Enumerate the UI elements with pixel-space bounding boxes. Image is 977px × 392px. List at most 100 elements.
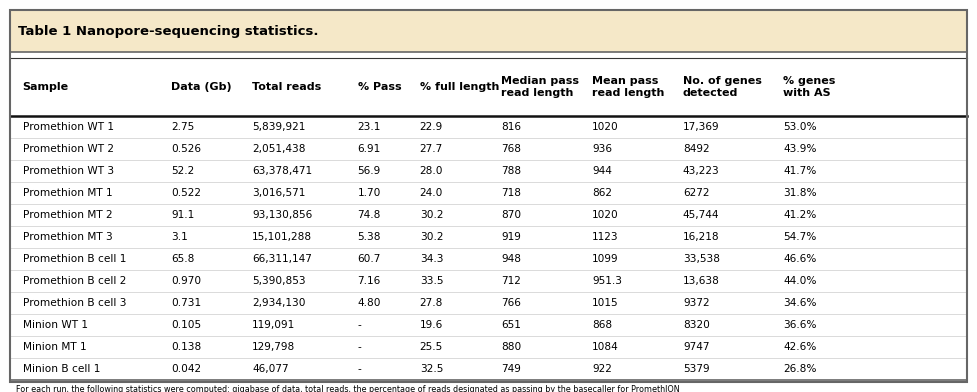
Text: 34.6%: 34.6% — [784, 298, 817, 308]
Text: 15,101,288: 15,101,288 — [252, 232, 313, 242]
Text: 6.91: 6.91 — [358, 144, 381, 154]
Text: 93,130,856: 93,130,856 — [252, 210, 313, 220]
Text: 13,638: 13,638 — [683, 276, 720, 286]
Text: 0.970: 0.970 — [171, 276, 201, 286]
Text: -: - — [358, 342, 361, 352]
Text: Promethion WT 1: Promethion WT 1 — [22, 122, 113, 132]
Text: 6272: 6272 — [683, 188, 709, 198]
Text: 26.8%: 26.8% — [784, 364, 817, 374]
Text: 1020: 1020 — [592, 210, 618, 220]
Text: 74.8: 74.8 — [358, 210, 381, 220]
Text: 33,538: 33,538 — [683, 254, 720, 264]
Text: 22.9: 22.9 — [420, 122, 443, 132]
Text: 0.138: 0.138 — [171, 342, 201, 352]
Text: Promethion B cell 1: Promethion B cell 1 — [22, 254, 126, 264]
Text: 3.1: 3.1 — [171, 232, 188, 242]
Text: 129,798: 129,798 — [252, 342, 295, 352]
Text: 5.38: 5.38 — [358, 232, 381, 242]
Bar — [10, 10, 967, 52]
Text: % Pass: % Pass — [358, 82, 402, 92]
Text: 45,744: 45,744 — [683, 210, 719, 220]
Text: -: - — [358, 364, 361, 374]
Text: 870: 870 — [501, 210, 521, 220]
Text: 43.9%: 43.9% — [784, 144, 817, 154]
Text: 718: 718 — [501, 188, 521, 198]
Text: 46.6%: 46.6% — [784, 254, 817, 264]
Text: 54.7%: 54.7% — [784, 232, 817, 242]
Text: 1020: 1020 — [592, 122, 618, 132]
Text: 91.1: 91.1 — [171, 210, 194, 220]
Text: 3,016,571: 3,016,571 — [252, 188, 306, 198]
Text: Promethion WT 3: Promethion WT 3 — [22, 166, 113, 176]
Text: Minion B cell 1: Minion B cell 1 — [22, 364, 100, 374]
Text: 41.7%: 41.7% — [784, 166, 817, 176]
Text: 788: 788 — [501, 166, 521, 176]
Text: 24.0: 24.0 — [420, 188, 444, 198]
Text: Data (Gb): Data (Gb) — [171, 82, 232, 92]
Text: 0.526: 0.526 — [171, 144, 201, 154]
Text: 5,390,853: 5,390,853 — [252, 276, 306, 286]
Text: 816: 816 — [501, 122, 521, 132]
Text: 9747: 9747 — [683, 342, 709, 352]
Text: 8320: 8320 — [683, 320, 709, 330]
Text: Median pass
read length: Median pass read length — [501, 76, 579, 98]
Text: 2,934,130: 2,934,130 — [252, 298, 306, 308]
Text: 27.8: 27.8 — [420, 298, 444, 308]
Text: 1099: 1099 — [592, 254, 618, 264]
Text: 948: 948 — [501, 254, 521, 264]
Text: 25.5: 25.5 — [420, 342, 443, 352]
Text: 1015: 1015 — [592, 298, 618, 308]
Text: 8492: 8492 — [683, 144, 709, 154]
Text: 0.042: 0.042 — [171, 364, 201, 374]
Text: 5379: 5379 — [683, 364, 709, 374]
Text: 44.0%: 44.0% — [784, 276, 817, 286]
Text: 65.8: 65.8 — [171, 254, 194, 264]
Text: 868: 868 — [592, 320, 613, 330]
Text: 951.3: 951.3 — [592, 276, 622, 286]
Text: 4.80: 4.80 — [358, 298, 381, 308]
Text: 2,051,438: 2,051,438 — [252, 144, 306, 154]
Text: Minion MT 1: Minion MT 1 — [22, 342, 86, 352]
Text: 0.522: 0.522 — [171, 188, 201, 198]
Text: 63,378,471: 63,378,471 — [252, 166, 313, 176]
Text: Minion WT 1: Minion WT 1 — [22, 320, 88, 330]
Text: 749: 749 — [501, 364, 521, 374]
Text: Promethion B cell 2: Promethion B cell 2 — [22, 276, 126, 286]
Text: 36.6%: 36.6% — [784, 320, 817, 330]
Text: 16,218: 16,218 — [683, 232, 719, 242]
Text: 56.9: 56.9 — [358, 166, 381, 176]
Text: 52.2: 52.2 — [171, 166, 194, 176]
Text: No. of genes
detected: No. of genes detected — [683, 76, 762, 98]
Text: -: - — [358, 320, 361, 330]
Text: 19.6: 19.6 — [420, 320, 443, 330]
Text: 922: 922 — [592, 364, 612, 374]
Text: 0.731: 0.731 — [171, 298, 201, 308]
Text: 32.5: 32.5 — [420, 364, 444, 374]
Text: 30.2: 30.2 — [420, 210, 444, 220]
Text: 66,311,147: 66,311,147 — [252, 254, 312, 264]
Text: 880: 880 — [501, 342, 522, 352]
Text: 919: 919 — [501, 232, 521, 242]
Text: 17,369: 17,369 — [683, 122, 719, 132]
Text: 936: 936 — [592, 144, 612, 154]
Text: For each run, the following statistics were computed: gigabase of data, total re: For each run, the following statistics w… — [16, 385, 687, 392]
Text: 43,223: 43,223 — [683, 166, 720, 176]
Text: Promethion B cell 3: Promethion B cell 3 — [22, 298, 126, 308]
Text: 33.5: 33.5 — [420, 276, 444, 286]
Text: % genes
with AS: % genes with AS — [784, 76, 835, 98]
Text: 766: 766 — [501, 298, 521, 308]
Text: 0.105: 0.105 — [171, 320, 201, 330]
Text: 7.16: 7.16 — [358, 276, 381, 286]
Text: 944: 944 — [592, 166, 612, 176]
Text: 28.0: 28.0 — [420, 166, 444, 176]
Text: Promethion MT 1: Promethion MT 1 — [22, 188, 112, 198]
Text: 5,839,921: 5,839,921 — [252, 122, 306, 132]
Text: Promethion MT 3: Promethion MT 3 — [22, 232, 112, 242]
Text: 60.7: 60.7 — [358, 254, 381, 264]
Text: 42.6%: 42.6% — [784, 342, 817, 352]
Text: 862: 862 — [592, 188, 612, 198]
Text: 651: 651 — [501, 320, 521, 330]
Text: 712: 712 — [501, 276, 521, 286]
Text: 41.2%: 41.2% — [784, 210, 817, 220]
Text: Promethion MT 2: Promethion MT 2 — [22, 210, 112, 220]
